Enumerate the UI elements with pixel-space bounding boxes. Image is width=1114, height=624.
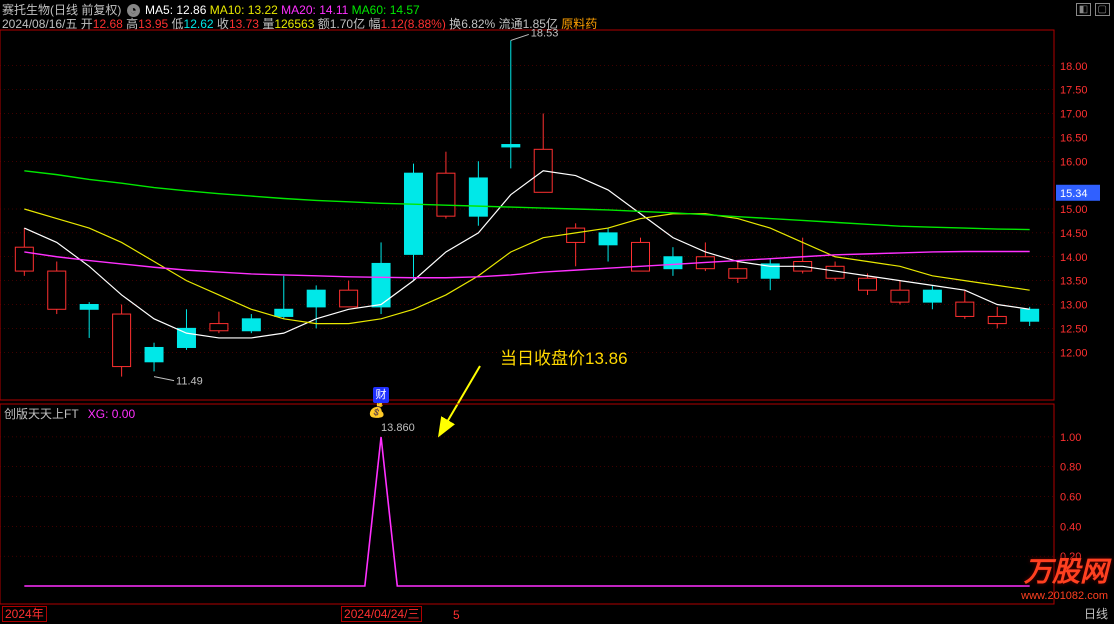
svg-text:12.00: 12.00 bbox=[1060, 347, 1088, 359]
svg-text:1.00: 1.00 bbox=[1060, 432, 1081, 444]
svg-text:17.50: 17.50 bbox=[1060, 85, 1088, 97]
svg-text:0.80: 0.80 bbox=[1060, 462, 1081, 474]
indicator-title: 创版天天上FT XG: 0.00 bbox=[4, 405, 135, 422]
svg-text:13.00: 13.00 bbox=[1060, 300, 1088, 312]
footer-month: 5 bbox=[451, 608, 462, 622]
svg-text:14.00: 14.00 bbox=[1060, 252, 1088, 264]
cai-marker-icon: 财 bbox=[373, 387, 389, 403]
svg-text:11.49: 11.49 bbox=[176, 376, 203, 388]
svg-text:13.50: 13.50 bbox=[1060, 276, 1088, 288]
svg-text:18.00: 18.00 bbox=[1060, 61, 1088, 73]
svg-text:15.34: 15.34 bbox=[1060, 188, 1088, 200]
svg-text:16.50: 16.50 bbox=[1060, 132, 1088, 144]
svg-text:16.00: 16.00 bbox=[1060, 156, 1088, 168]
close-price-annotation: 当日收盘价13.86 bbox=[500, 344, 628, 369]
time-axis: 2024年 2024/04/24/三 5 日线 bbox=[0, 606, 1114, 622]
footer-date: 2024/04/24/三 bbox=[341, 606, 422, 622]
footer-year: 2024年 bbox=[2, 606, 47, 622]
chart-canvas[interactable]: 12.00 12.50 13.00 13.50 14.00 14.50 15.00 16.00… bbox=[0, 0, 1114, 624]
svg-text:0.40: 0.40 bbox=[1060, 521, 1081, 533]
svg-text:0.60: 0.60 bbox=[1060, 492, 1081, 504]
footer-timeframe: 日线 bbox=[1084, 605, 1108, 622]
svg-text:💰: 💰 bbox=[368, 402, 385, 419]
svg-text:0.20: 0.20 bbox=[1060, 551, 1081, 563]
svg-text:15.00: 15.00 bbox=[1060, 204, 1088, 216]
svg-text:12.50: 12.50 bbox=[1060, 323, 1088, 335]
svg-text:14.50: 14.50 bbox=[1060, 228, 1088, 240]
svg-text:18.53: 18.53 bbox=[531, 27, 559, 39]
svg-text:13.860: 13.860 bbox=[381, 422, 415, 434]
svg-text:17.00: 17.00 bbox=[1060, 109, 1088, 121]
